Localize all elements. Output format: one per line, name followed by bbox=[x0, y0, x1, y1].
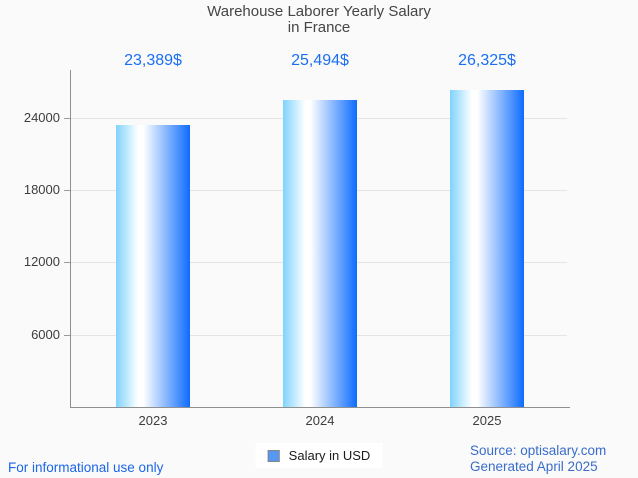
bar-2025 bbox=[450, 90, 524, 407]
x-axis-label-2023: 2023 bbox=[138, 413, 168, 428]
y-axis-tick bbox=[64, 190, 70, 191]
y-axis-tick bbox=[64, 335, 70, 336]
chart-title: Warehouse Laborer Yearly Salary in Franc… bbox=[0, 4, 638, 36]
source-block: Source: optisalary.com Generated April 2… bbox=[470, 443, 606, 475]
bar-2023 bbox=[116, 125, 190, 407]
value-label-2023: 23,389$ bbox=[124, 52, 182, 69]
legend: Salary in USD bbox=[255, 443, 383, 468]
y-axis-line bbox=[70, 70, 71, 407]
x-axis-line bbox=[70, 407, 570, 408]
chart-title-line1: Warehouse Laborer Yearly Salary bbox=[207, 3, 431, 20]
disclaimer-text: For informational use only bbox=[8, 460, 164, 475]
generated-date: Generated April 2025 bbox=[470, 459, 598, 474]
source-link[interactable]: Source: optisalary.com bbox=[470, 443, 607, 458]
x-axis-label-2024: 2024 bbox=[305, 413, 335, 428]
y-axis-tick bbox=[64, 262, 70, 263]
y-axis-tick-label: 18000 bbox=[23, 182, 60, 197]
y-axis-tick-label: 24000 bbox=[23, 110, 60, 125]
legend-label: Salary in USD bbox=[288, 448, 371, 463]
chart-title-line2: in France bbox=[287, 19, 351, 36]
bar-2024 bbox=[283, 100, 357, 407]
y-axis-tick-label: 6000 bbox=[31, 327, 60, 342]
value-label-2024: 25,494$ bbox=[291, 52, 349, 69]
x-axis-label-2025: 2025 bbox=[472, 413, 502, 428]
y-axis-tick bbox=[64, 118, 70, 119]
y-axis-tick-label: 12000 bbox=[23, 254, 60, 269]
legend-marker-icon bbox=[267, 449, 280, 462]
value-label-2025: 26,325$ bbox=[458, 52, 516, 69]
